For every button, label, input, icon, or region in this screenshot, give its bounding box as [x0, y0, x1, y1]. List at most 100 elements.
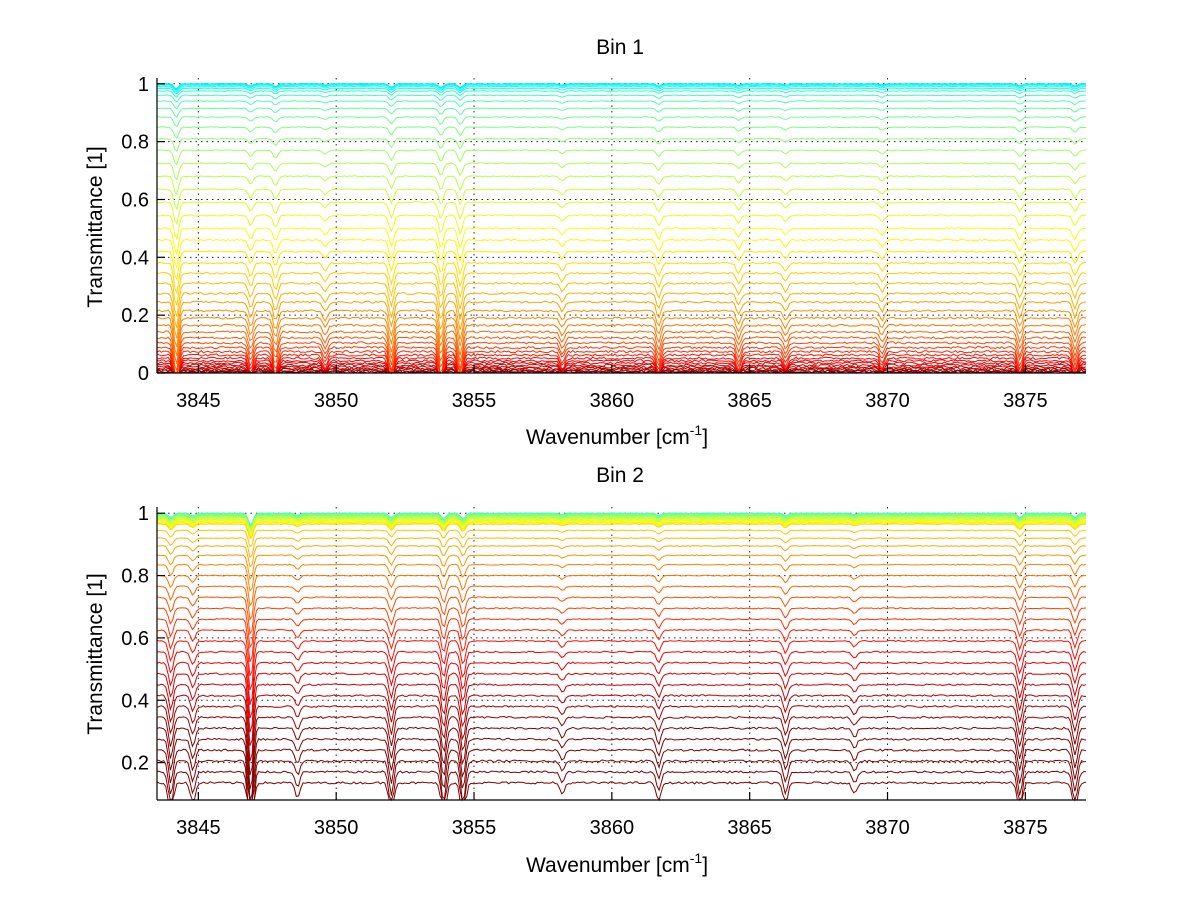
x-tick-label: 3865 — [727, 390, 772, 412]
series-line — [156, 116, 1087, 128]
series-line — [156, 683, 1087, 746]
series-line — [156, 737, 1087, 801]
series-line — [156, 748, 1087, 801]
series-line — [156, 596, 1087, 636]
series-line — [156, 300, 1087, 339]
series-line — [156, 107, 1087, 118]
series-line — [156, 694, 1086, 762]
y-tick-label: 0.2 — [121, 305, 149, 327]
x-tick-label: 3845 — [176, 390, 221, 412]
series-line — [157, 523, 1087, 540]
series-line — [156, 585, 1087, 621]
x-axis-label-end: ] — [702, 426, 708, 449]
x-axis-label-superscript: -1 — [690, 422, 703, 438]
series-line — [156, 162, 1087, 181]
series-line — [156, 516, 1087, 531]
x-tick-label: 3850 — [314, 817, 359, 839]
series-line — [156, 341, 1087, 375]
y-tick-label: 0 — [138, 363, 149, 385]
y-tick-labels: 0 0.2 0.4 0.6 0.8 1 — [121, 74, 149, 385]
series-line — [156, 514, 1087, 529]
series-line — [156, 650, 1087, 705]
series-line — [156, 359, 1086, 375]
x-axis-label-superscript: -1 — [690, 850, 703, 866]
series-line — [156, 628, 1087, 677]
y-tick-labels: 0.2 0.4 0.6 0.8 1 — [121, 503, 149, 774]
axes — [156, 78, 1086, 374]
series-line — [156, 336, 1087, 374]
series-line — [156, 85, 1086, 93]
x-axis-label-text: Wavenumber [cm — [526, 854, 690, 877]
series-traces — [156, 512, 1087, 802]
series-line — [156, 574, 1087, 608]
x-tick-label: 3845 — [176, 817, 221, 839]
series-line — [156, 271, 1087, 306]
x-axis-label: Wavenumber [cm-1] — [526, 422, 708, 449]
series-line — [156, 529, 1087, 548]
series-line — [156, 515, 1087, 530]
series-line — [156, 518, 1087, 534]
y-tick-label: 0.8 — [121, 132, 149, 154]
series-line — [157, 214, 1087, 241]
series-line — [156, 349, 1087, 374]
series-line — [156, 227, 1087, 257]
series-line — [156, 87, 1087, 95]
x-axis-label-end: ] — [702, 854, 708, 877]
series-line — [156, 137, 1087, 153]
y-axis-label: Transmittance [1] — [84, 146, 107, 307]
x-axis-label: Wavenumber [cm-1] — [526, 850, 708, 877]
series-line — [156, 323, 1087, 364]
x-tick-label: 3860 — [590, 817, 635, 839]
series-line — [156, 618, 1087, 663]
series-line — [156, 84, 1087, 91]
series-line — [156, 639, 1087, 691]
chart-bin-2: Bin 2 3845 3850 3855 3860 3865 3870 3875 0.20.… — [84, 464, 1087, 877]
x-tick-label: 3870 — [865, 390, 910, 412]
series-line — [156, 149, 1087, 166]
series-line — [156, 517, 1087, 532]
series-line — [156, 607, 1087, 649]
series-line — [156, 201, 1087, 226]
series-line — [156, 781, 1087, 802]
series-line — [156, 361, 1087, 374]
series-line — [156, 770, 1086, 802]
series-line — [156, 369, 1087, 374]
series-line — [156, 316, 1087, 356]
series-line — [156, 519, 1087, 535]
y-tick-label: 1 — [138, 503, 149, 525]
series-line — [156, 345, 1087, 375]
y-tick-label: 0.4 — [121, 690, 149, 712]
x-tick-label: 3855 — [452, 817, 497, 839]
series-line — [156, 175, 1087, 196]
y-tick-label: 0.6 — [121, 628, 149, 650]
series-line — [156, 563, 1087, 593]
series-line — [156, 281, 1087, 317]
y-tick-label: 0.6 — [121, 189, 149, 211]
series-line — [156, 353, 1087, 375]
x-tick-labels: 3845 3850 3855 3860 3865 3870 3875 — [176, 390, 1048, 412]
series-line — [156, 726, 1087, 801]
x-tick-label: 3865 — [727, 817, 772, 839]
x-axis-label-text: Wavenumber [cm — [526, 426, 690, 449]
series-line — [156, 661, 1087, 719]
series-line — [156, 363, 1087, 374]
series-line — [157, 250, 1087, 282]
y-tick-label: 0.8 — [121, 566, 149, 588]
x-tick-label: 3855 — [452, 390, 497, 412]
series-line — [157, 356, 1087, 375]
series-line — [156, 545, 1087, 568]
series-line — [156, 759, 1087, 802]
series-line — [156, 705, 1087, 776]
y-axis-label: Transmittance [1] — [84, 573, 107, 734]
axes — [156, 507, 1086, 801]
series-line — [156, 537, 1086, 559]
series-line — [156, 83, 1087, 90]
chart-title: Bin 1 — [596, 36, 644, 59]
y-tick-label: 0.2 — [121, 753, 149, 775]
x-tick-labels: 3845 3850 3855 3860 3865 3870 3875 — [176, 817, 1048, 839]
y-tick-label: 1 — [138, 74, 149, 96]
x-tick-label: 3875 — [1003, 390, 1048, 412]
x-tick-label: 3860 — [590, 390, 635, 412]
